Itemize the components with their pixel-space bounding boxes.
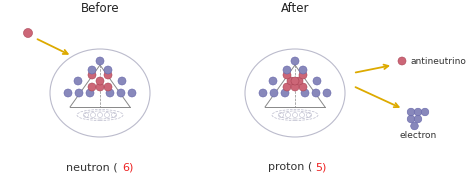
Circle shape xyxy=(270,89,278,97)
Circle shape xyxy=(64,89,72,97)
Circle shape xyxy=(301,89,309,97)
Circle shape xyxy=(118,77,126,85)
Text: 6): 6) xyxy=(122,162,133,172)
Circle shape xyxy=(74,77,82,85)
Circle shape xyxy=(299,71,307,79)
Circle shape xyxy=(259,89,267,97)
Circle shape xyxy=(96,77,104,85)
Circle shape xyxy=(104,83,112,91)
Circle shape xyxy=(269,77,277,85)
Circle shape xyxy=(410,122,418,130)
Circle shape xyxy=(295,77,303,85)
Circle shape xyxy=(88,71,96,79)
Circle shape xyxy=(291,77,299,85)
Circle shape xyxy=(407,108,415,116)
Circle shape xyxy=(407,115,415,123)
Text: neutron (: neutron ( xyxy=(66,162,118,172)
Circle shape xyxy=(96,57,104,65)
Circle shape xyxy=(283,66,291,74)
Circle shape xyxy=(283,83,291,91)
Circle shape xyxy=(117,89,125,97)
Circle shape xyxy=(86,89,94,97)
Text: proton (: proton ( xyxy=(268,162,312,172)
Circle shape xyxy=(104,71,112,79)
Circle shape xyxy=(414,108,422,116)
Text: electron: electron xyxy=(400,131,437,140)
Circle shape xyxy=(299,66,307,74)
Circle shape xyxy=(283,71,291,79)
Circle shape xyxy=(398,57,406,65)
Circle shape xyxy=(299,83,307,91)
Text: Before: Before xyxy=(81,3,119,16)
Circle shape xyxy=(104,66,112,74)
Circle shape xyxy=(287,77,295,85)
Text: 5): 5) xyxy=(315,162,327,172)
Circle shape xyxy=(312,89,320,97)
Text: After: After xyxy=(281,3,309,16)
Text: antineutrino: antineutrino xyxy=(411,56,467,66)
Circle shape xyxy=(323,89,331,97)
Circle shape xyxy=(88,83,96,91)
Circle shape xyxy=(421,108,429,116)
Circle shape xyxy=(75,89,83,97)
Circle shape xyxy=(414,115,422,123)
Circle shape xyxy=(291,57,299,65)
Circle shape xyxy=(291,83,299,91)
Circle shape xyxy=(96,83,104,91)
Circle shape xyxy=(281,89,289,97)
Circle shape xyxy=(128,89,136,97)
Circle shape xyxy=(106,89,114,97)
Circle shape xyxy=(313,77,321,85)
Circle shape xyxy=(88,66,96,74)
Circle shape xyxy=(24,28,33,37)
